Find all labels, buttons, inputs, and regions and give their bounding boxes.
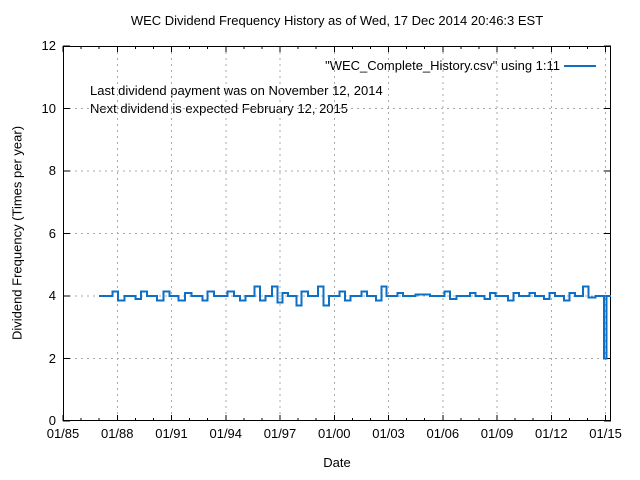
x-tick-label: 01/03	[372, 426, 405, 441]
x-axis-title: Date	[323, 455, 351, 470]
x-tick-label: 01/15	[589, 426, 622, 441]
x-tick-label: 01/00	[318, 426, 351, 441]
y-tick-label: 12	[41, 38, 56, 53]
y-tick-label: 4	[48, 288, 56, 303]
y-tick-label: 8	[48, 163, 56, 178]
x-tick-label: 01/94	[209, 426, 243, 441]
x-tick-label: 01/12	[535, 426, 568, 441]
x-tick-label: 01/85	[46, 426, 80, 441]
plot-border	[63, 46, 611, 421]
x-tick-label: 01/97	[263, 426, 297, 441]
y-tick-label: 2	[48, 350, 56, 366]
y-tick-label: 6	[48, 225, 56, 241]
annotation-last-dividend: Last dividend payment was on November 12…	[90, 83, 383, 98]
x-tick-label: 01/06	[426, 426, 460, 441]
data-line	[99, 285, 611, 360]
x-tick-label: 01/88	[100, 426, 134, 441]
y-tick-label: 10	[41, 100, 56, 116]
chart-title: WEC Dividend Frequency History as of Wed…	[130, 13, 544, 28]
x-tick-label: 01/09	[480, 426, 514, 441]
x-tick-label: 01/91	[155, 426, 188, 441]
y-tick-label: 0	[48, 413, 56, 428]
